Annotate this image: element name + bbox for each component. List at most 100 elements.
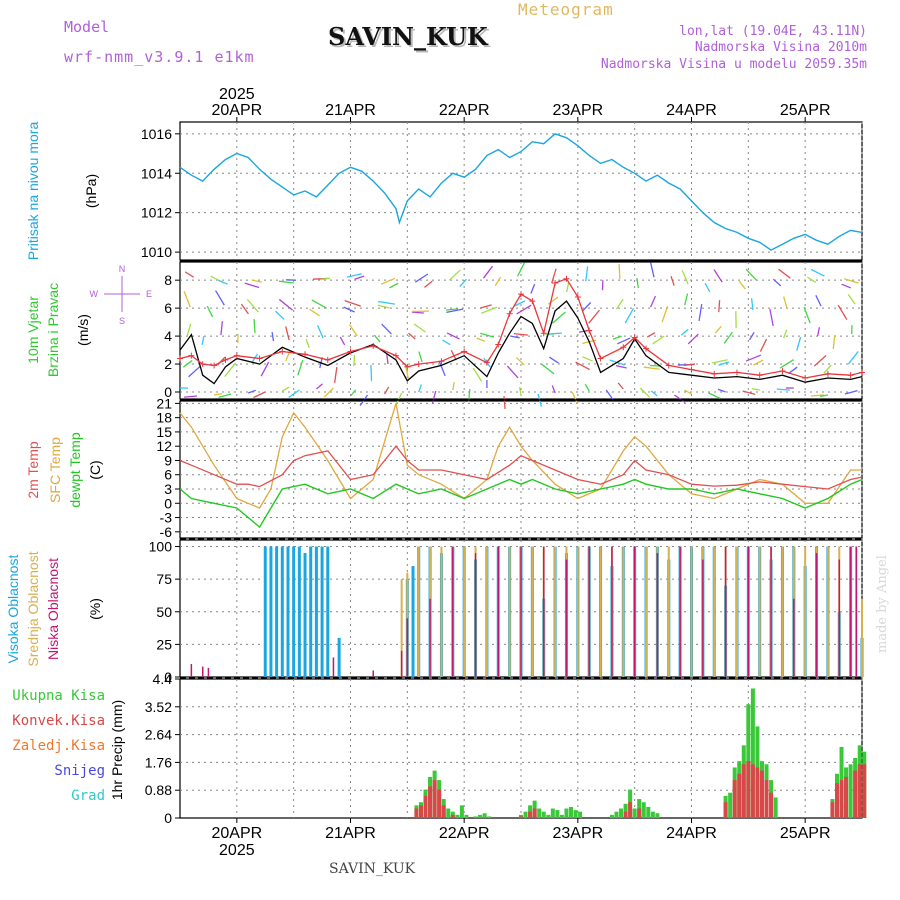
x-day-label-top: 24APR: [666, 102, 717, 119]
wind-arrow: [309, 308, 320, 317]
wind-arrow: [333, 366, 338, 383]
precip-bar-0: [641, 802, 646, 818]
x-day-label-top: 22APR: [439, 102, 490, 119]
wind-arrow: [718, 361, 730, 366]
y-tick-label: 3: [164, 481, 172, 497]
wind-arrow: [411, 311, 424, 314]
compass-s: S: [119, 316, 125, 326]
wind-arrow: [683, 363, 695, 367]
precip-bar-0: [478, 814, 483, 818]
y-tick-label: 25: [156, 636, 172, 652]
wind-unit-label: (m/s): [75, 314, 91, 346]
wind-arrow: [652, 335, 665, 345]
wind-arrow: [698, 304, 703, 322]
precip-bar-0: [473, 816, 478, 818]
y-tick-label: -3: [160, 510, 173, 526]
wind-arrow: [674, 394, 686, 403]
wind-arrow: [438, 360, 446, 377]
wind-arrow: [285, 326, 290, 341]
wind-arrow: [446, 332, 460, 340]
precip-bar-1: [755, 767, 760, 818]
precip-bar-1: [441, 805, 446, 818]
x-day-label-bottom: 20APR: [211, 825, 262, 842]
cloud-bar-0: [263, 546, 267, 677]
gust-marker: [392, 352, 399, 359]
wind-arrow: [711, 359, 728, 364]
wind-arrow: [769, 309, 774, 326]
temp-2m-line: [179, 445, 863, 490]
gust-marker: [222, 356, 229, 363]
precip-bar-0: [487, 816, 492, 818]
precip-bar-1: [746, 761, 751, 818]
cloud-bar-1: [508, 546, 511, 677]
wind-arrow: [745, 354, 762, 362]
y-tick-label: 8: [164, 272, 172, 288]
wind-arrow: [796, 336, 802, 351]
cloud-bar-0: [286, 546, 290, 677]
cloud-bar-2: [633, 546, 636, 677]
cloud-bar-1: [531, 546, 534, 677]
coordinates: lon,lat (19.04E, 43.11N): [679, 24, 867, 39]
wind-arrow: [513, 332, 528, 336]
wind-arrow: [717, 388, 726, 393]
wind-arrow: [476, 337, 486, 342]
cloud-bar-2: [656, 553, 659, 677]
wind-arrow: [615, 364, 627, 369]
wind-arrow: [615, 298, 624, 310]
wind-arrow: [541, 363, 555, 375]
cloud-bar-2: [542, 546, 545, 677]
precip-legend-4: Grad: [71, 788, 105, 804]
precip-bar-0: [650, 811, 655, 818]
wind-arrow: [708, 392, 721, 400]
gust-marker: [586, 327, 593, 334]
y-tick-label: 21: [156, 395, 172, 411]
wind-arrow: [446, 308, 464, 314]
wind-arrow: [783, 296, 788, 309]
wind-arrow: [247, 389, 256, 394]
gust-marker: [518, 291, 524, 298]
wind-arrow: [617, 382, 624, 390]
wind-arrow: [188, 365, 201, 378]
wind-arrow: [684, 293, 689, 306]
wind-arrow: [823, 364, 832, 374]
cloud-bar-2: [611, 546, 613, 677]
wind-arrow: [275, 310, 285, 320]
cloud-bar-0: [326, 546, 330, 677]
compass-n: N: [119, 264, 126, 274]
precip-legend-3: Snijeg: [54, 763, 105, 779]
model-elevation: Nadmorska Visina u modelu 2059.35m: [600, 57, 867, 72]
wind-arrow: [582, 356, 593, 362]
x-day-label-top: 23APR: [552, 102, 603, 119]
wind-arrow: [681, 270, 689, 285]
dewpoint-label: dewpt Temp: [67, 432, 83, 507]
cloud-bar-1: [400, 579, 403, 677]
mid-cloud-label: Srednja Oblacnost: [25, 551, 41, 666]
precip-bar-1: [857, 764, 862, 818]
wind-arrow: [713, 269, 723, 283]
x-day-label-bottom: 24APR: [666, 825, 717, 842]
cloud-bar-2: [702, 559, 704, 677]
wind-arrow: [246, 298, 259, 313]
wind-arrow: [350, 389, 357, 397]
precip-bar-1: [637, 808, 642, 818]
wind-arrow: [311, 299, 327, 309]
wind-arrow: [776, 388, 790, 391]
wind-arrow: [253, 391, 266, 399]
precip-bar-1: [519, 816, 523, 818]
wind-arrow: [753, 359, 764, 366]
precip-bar-1: [750, 764, 755, 818]
low-cloud-label: Niska Oblacnost: [45, 558, 61, 660]
cloud-bar-0: [275, 546, 279, 677]
wind-arrow: [448, 269, 461, 281]
x-year-label-bottom: 2025: [219, 842, 255, 859]
wind-arrow: [320, 277, 331, 281]
precip-bar-0: [519, 814, 523, 818]
pressure-axis-title: Pritisak na nivou mora: [25, 122, 41, 261]
model-label: Model: [64, 18, 110, 36]
precip-bar-0: [559, 814, 564, 818]
wind-arrow: [184, 271, 194, 278]
precip-bar-0: [546, 814, 551, 818]
wind-arrow: [354, 275, 365, 280]
precip-bar-1: [759, 770, 764, 818]
